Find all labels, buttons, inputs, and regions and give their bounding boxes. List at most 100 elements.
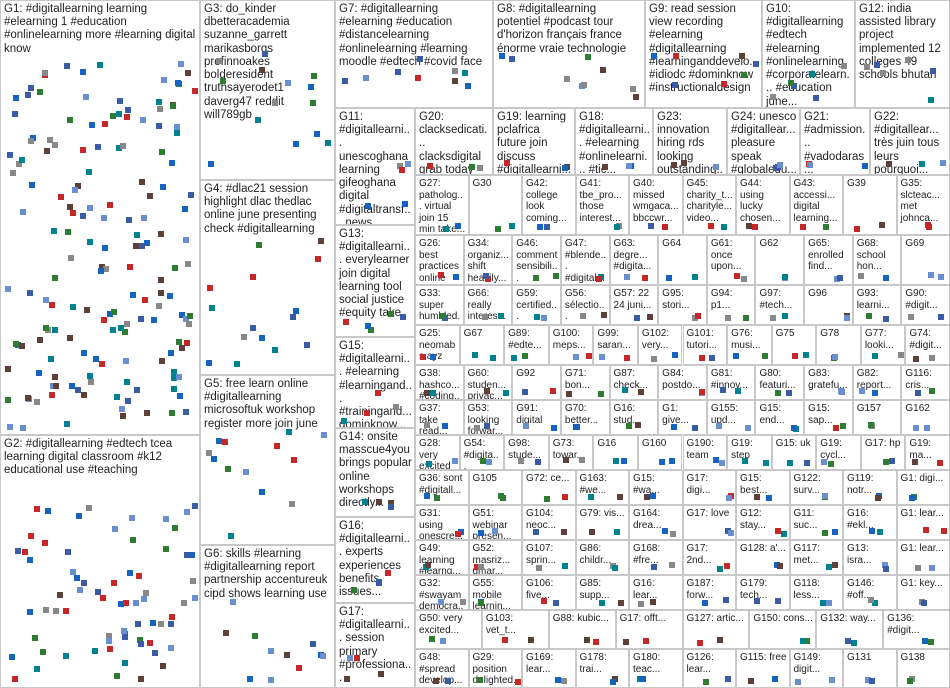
node [272, 99, 279, 106]
group-label: G19: ma... [909, 438, 932, 461]
node [719, 387, 726, 394]
group-box: G40: missed wmgaca... bbccwr... [629, 175, 683, 235]
group-label: G13: #digitallearni... everylearner join… [339, 228, 410, 320]
group-box: G103: vet_t... [481, 610, 549, 649]
group-box: G19: cycl... [816, 435, 861, 470]
node [611, 565, 618, 572]
node [787, 459, 793, 466]
node [25, 91, 32, 98]
node [290, 313, 297, 320]
node [94, 588, 101, 595]
node [938, 274, 945, 281]
group-box: G80: featuri... [755, 365, 805, 400]
node [124, 320, 131, 327]
group-box: G13: #digitallearni... everylearner join… [335, 225, 415, 337]
node [88, 121, 95, 128]
node [134, 386, 141, 393]
node [521, 388, 528, 395]
node [86, 504, 93, 511]
node [642, 637, 649, 644]
node [911, 458, 918, 465]
node [291, 457, 298, 464]
node [452, 68, 459, 75]
node [725, 675, 732, 682]
group-box: G17: #digitallearni... session primary #… [335, 603, 415, 688]
node [732, 352, 739, 359]
node [29, 181, 36, 188]
node [907, 313, 914, 320]
node [514, 678, 521, 685]
node [617, 493, 624, 500]
group-box: G138 [896, 649, 950, 688]
group-box: G50: very excited... [415, 610, 482, 649]
group-box: G117: met... [789, 540, 843, 575]
group-label: G87: check... [613, 368, 648, 391]
node [135, 620, 142, 627]
node [601, 312, 608, 319]
node [19, 424, 26, 431]
node [215, 58, 222, 65]
group-box: G35: slcteac... met johnca... [896, 175, 950, 235]
node [540, 597, 547, 604]
group-label: G59: certified... [516, 288, 557, 322]
group-label: G12: india assisted library project impl… [859, 3, 941, 82]
node [770, 314, 777, 321]
group-box: G70: better... [560, 400, 610, 435]
node [562, 494, 569, 501]
group-label: G71: bon... [564, 368, 590, 391]
group-box: G89: #edte... [504, 325, 549, 365]
node [285, 429, 292, 436]
node [255, 117, 262, 124]
node [51, 326, 58, 333]
node [130, 291, 137, 298]
group-label: G61: once upon... [710, 238, 742, 272]
node [63, 420, 70, 427]
group-box: G15: end... [755, 400, 805, 435]
node [27, 533, 34, 540]
node [13, 341, 20, 348]
group-label: G82: report... [856, 368, 892, 391]
node [107, 202, 114, 209]
node [168, 410, 175, 417]
group-label: G74: #digit... [909, 328, 942, 351]
group-label: G16: #digitallearni... experts experienc… [339, 520, 410, 599]
node [662, 528, 669, 535]
group-label: G155: upd... [710, 403, 739, 426]
group-box: G131 [843, 649, 897, 688]
node [441, 422, 448, 429]
node [561, 678, 568, 685]
group-box: G87: check... [609, 365, 659, 400]
node [27, 85, 34, 92]
node [889, 458, 896, 465]
group-label: G83: gratefu... [808, 368, 848, 391]
node [775, 597, 781, 604]
node [64, 549, 71, 556]
node [440, 637, 447, 644]
group-label: G128: a'... [740, 543, 786, 554]
node [252, 633, 259, 640]
node [651, 355, 658, 362]
node [37, 89, 44, 96]
group-box: G25: neomabs ayz #campus... [415, 325, 460, 365]
group-box: G132: way... [816, 610, 884, 649]
node [26, 289, 33, 296]
node [452, 77, 459, 84]
node [650, 563, 657, 570]
group-box: G38: hashco... #coding... [415, 365, 464, 400]
node [52, 608, 59, 615]
group-box: G160 [637, 435, 683, 470]
node [324, 139, 331, 146]
group-label: G84: postdo... [662, 368, 701, 391]
node [139, 242, 146, 249]
node [365, 323, 372, 330]
group-box: G45: charity_t... charityle... video... [682, 175, 736, 235]
node [320, 432, 327, 439]
node [533, 313, 540, 320]
node [681, 159, 688, 166]
group-label: G39 [847, 178, 866, 189]
group-box: G16: lear... [629, 575, 683, 610]
group-label: G15: #wa... [633, 473, 660, 496]
node [535, 564, 542, 571]
group-box: G67 [459, 325, 505, 365]
node [51, 374, 58, 380]
